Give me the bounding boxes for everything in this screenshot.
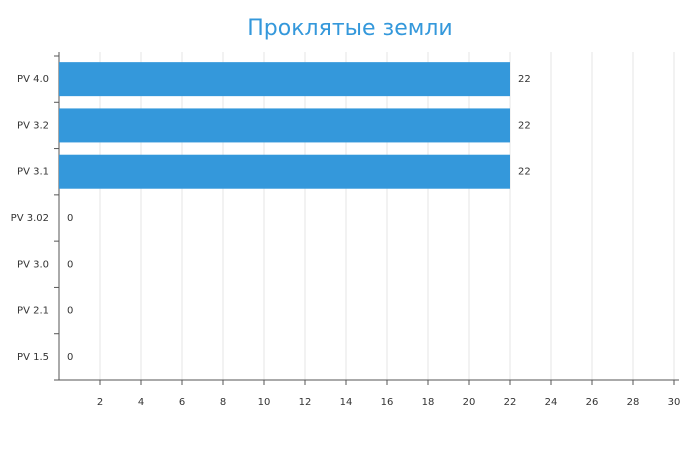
value-label: 0: [67, 306, 73, 317]
chart-title: Проклятые земли: [247, 16, 452, 41]
x-tick-label: 2: [97, 397, 103, 408]
x-tick-label: 8: [220, 397, 226, 408]
x-tick-label: 22: [504, 397, 517, 408]
y-tick-label: PV 3.2: [17, 120, 49, 131]
bar: [59, 62, 510, 97]
value-label: 22: [518, 120, 531, 131]
bar: [59, 108, 510, 143]
y-tick-label: PV 4.0: [17, 74, 49, 85]
bar: [59, 154, 510, 189]
x-tick-label: 4: [138, 397, 144, 408]
x-tick-label: 28: [627, 397, 640, 408]
value-label: 22: [518, 74, 531, 85]
x-tick-label: 18: [422, 397, 435, 408]
y-tick-label: PV 1.5: [17, 352, 49, 363]
x-tick-label: 16: [381, 397, 394, 408]
x-tick-label: 10: [258, 397, 271, 408]
x-tick-label: 30: [668, 397, 681, 408]
y-tick-label: PV 3.0: [17, 259, 49, 270]
value-label: 0: [67, 213, 73, 224]
y-tick-label: PV 2.1: [17, 306, 49, 317]
x-tick-label: 6: [179, 397, 185, 408]
x-tick-label: 12: [299, 397, 312, 408]
x-tick-label: 26: [586, 397, 599, 408]
x-tick-label: 20: [463, 397, 476, 408]
y-tick-label: PV 3.02: [11, 213, 49, 224]
x-tick-label: 24: [545, 397, 558, 408]
value-label: 22: [518, 167, 531, 178]
y-tick-label: PV 3.1: [17, 167, 49, 178]
value-label: 0: [67, 259, 73, 270]
value-label: 0: [67, 352, 73, 363]
x-tick-label: 14: [340, 397, 353, 408]
